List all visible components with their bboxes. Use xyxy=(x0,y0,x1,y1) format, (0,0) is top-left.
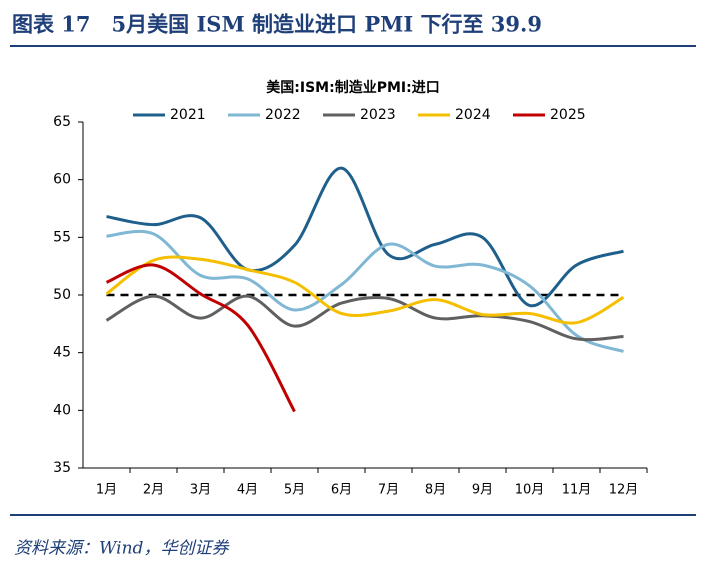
x-tick-label: 7月 xyxy=(378,483,399,498)
x-tick-label: 8月 xyxy=(425,483,446,498)
y-tick-label: 35 xyxy=(53,460,71,476)
y-tick-label: 65 xyxy=(53,114,71,130)
x-tick-label: 5月 xyxy=(284,483,305,498)
source-note: 资料来源：Wind，华创证券 xyxy=(14,539,230,559)
series-line xyxy=(106,166,624,308)
figure-header: 图表 17 5月美国 ISM 制造业进口 PMI 下行至 39.9 xyxy=(12,12,542,37)
y-tick-label: 50 xyxy=(53,287,71,303)
legend-label: 2022 xyxy=(265,107,301,123)
x-tick-label: 12月 xyxy=(609,483,639,498)
series-line xyxy=(105,255,625,325)
x-tick-label: 9月 xyxy=(472,483,493,498)
y-tick-label: 40 xyxy=(53,402,71,418)
y-tick-label: 60 xyxy=(53,172,71,188)
x-tick-label: 6月 xyxy=(331,483,352,498)
series-line xyxy=(106,229,624,353)
legend-label: 2023 xyxy=(360,107,396,123)
chart-title: 美国:ISM:制造业PMI:进口 xyxy=(266,79,439,96)
series-line xyxy=(105,294,624,342)
x-tick-label: 10月 xyxy=(515,483,545,498)
legend-label: 2024 xyxy=(455,107,491,123)
y-tick-label: 45 xyxy=(53,345,71,361)
x-tick-label: 2月 xyxy=(143,483,164,498)
legend-label: 2021 xyxy=(170,107,206,123)
x-tick-label: 3月 xyxy=(190,483,211,498)
series-line xyxy=(105,263,296,413)
x-tick-label: 4月 xyxy=(237,483,258,498)
y-tick-label: 55 xyxy=(53,229,71,245)
x-tick-label: 1月 xyxy=(96,483,117,498)
legend-label: 2025 xyxy=(550,107,586,123)
x-tick-label: 11月 xyxy=(562,483,592,498)
